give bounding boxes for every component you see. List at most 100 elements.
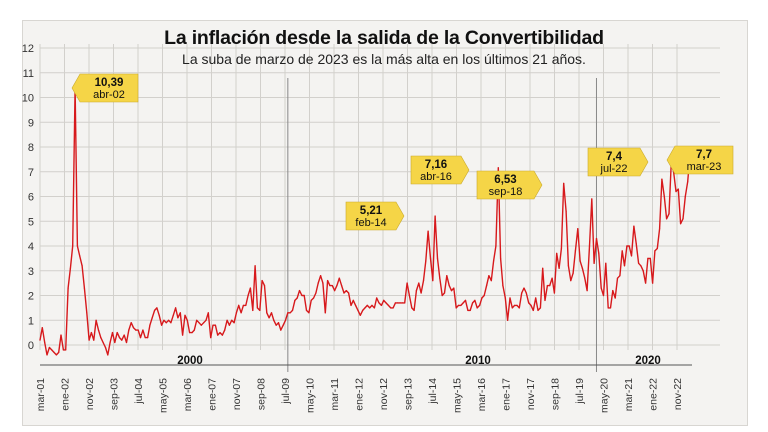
data-point [422,280,425,282]
data-point [233,322,235,324]
data-point [387,304,389,306]
data-point [481,297,483,299]
data-point [532,309,534,311]
data-point [259,309,261,311]
data-point [635,242,637,245]
data-point [408,294,410,297]
callout-box [666,145,734,175]
data-point [682,218,684,220]
data-point [242,304,244,306]
data-point [565,210,567,212]
data-point [628,245,630,247]
data-point [581,267,584,269]
data-point [549,285,551,287]
data-point [137,329,139,331]
x-tick-label: mar-01 [35,378,47,411]
x-tick-label: mar-21 [623,378,635,411]
data-point [189,332,191,334]
data-point [392,307,394,309]
data-point [277,322,280,324]
data-point [224,329,226,331]
data-point [135,329,137,331]
data-point [263,285,266,287]
data-point [467,309,469,311]
data-point [90,332,92,334]
x-tick-label: may-05 [158,378,170,413]
x-tick-label: nov-07 [231,378,243,410]
data-point [268,317,270,319]
data-point [605,262,607,264]
data-point [472,302,474,304]
data-point [158,314,160,316]
callout-value: 10,39 [95,77,124,89]
data-point [336,285,338,287]
x-tick-label: ene-22 [648,378,660,411]
data-point [186,319,188,321]
data-point [626,245,628,247]
data-point [334,290,336,292]
data-point [584,277,586,279]
callout-date: feb-14 [355,217,386,229]
data-point [179,312,181,314]
data-point [680,223,682,225]
data-point [212,324,214,326]
data-point [556,252,558,254]
data-point [630,255,633,257]
data-point [439,277,441,279]
data-point [614,297,616,299]
data-point [535,297,537,299]
chart-title: La inflación desde la salida de la Conve… [164,27,604,49]
data-point [586,290,588,292]
data-point [441,294,443,297]
data-point [196,319,198,321]
data-point [320,275,322,277]
data-point [301,294,303,297]
data-point [177,317,179,319]
data-point [261,280,263,282]
data-point [53,351,55,353]
data-point [607,307,609,309]
data-point [429,257,432,259]
data-point [95,319,97,321]
data-point [404,302,406,304]
data-point [207,312,209,314]
data-point [289,312,291,314]
x-tick-label: jul-09 [280,378,292,405]
data-point [380,304,382,306]
data-point [238,304,240,306]
chart-subtitle: La suba de marzo de 2023 es la más alta … [182,51,586,67]
data-point [170,322,172,324]
data-point [448,285,450,287]
decade-label: 2010 [465,355,491,367]
data-point [256,307,258,309]
data-point [175,307,177,309]
data-point [523,287,525,289]
data-point [495,245,497,247]
data-point [83,287,85,289]
y-tick-label: 7 [28,167,34,179]
data-point [343,292,345,294]
x-tick-label: may-20 [599,378,611,413]
data-point [579,260,581,262]
x-tick-label: sep-13 [403,378,415,410]
data-point [296,297,298,299]
data-point [432,280,434,282]
data-point [504,297,506,299]
data-point [675,190,677,193]
data-point [530,304,532,306]
data-point [104,346,107,349]
data-point [348,292,350,294]
data-point [640,265,642,267]
data-point [280,329,282,331]
y-tick-label: 2 [28,291,34,303]
data-point [240,312,242,314]
data-point [642,270,644,272]
data-point [327,280,329,282]
data-point [509,297,511,299]
y-tick-label: 10 [22,93,34,105]
data-point [48,346,51,349]
data-point [128,329,130,331]
data-point [303,294,305,297]
data-point [154,309,156,311]
data-point [418,282,420,284]
